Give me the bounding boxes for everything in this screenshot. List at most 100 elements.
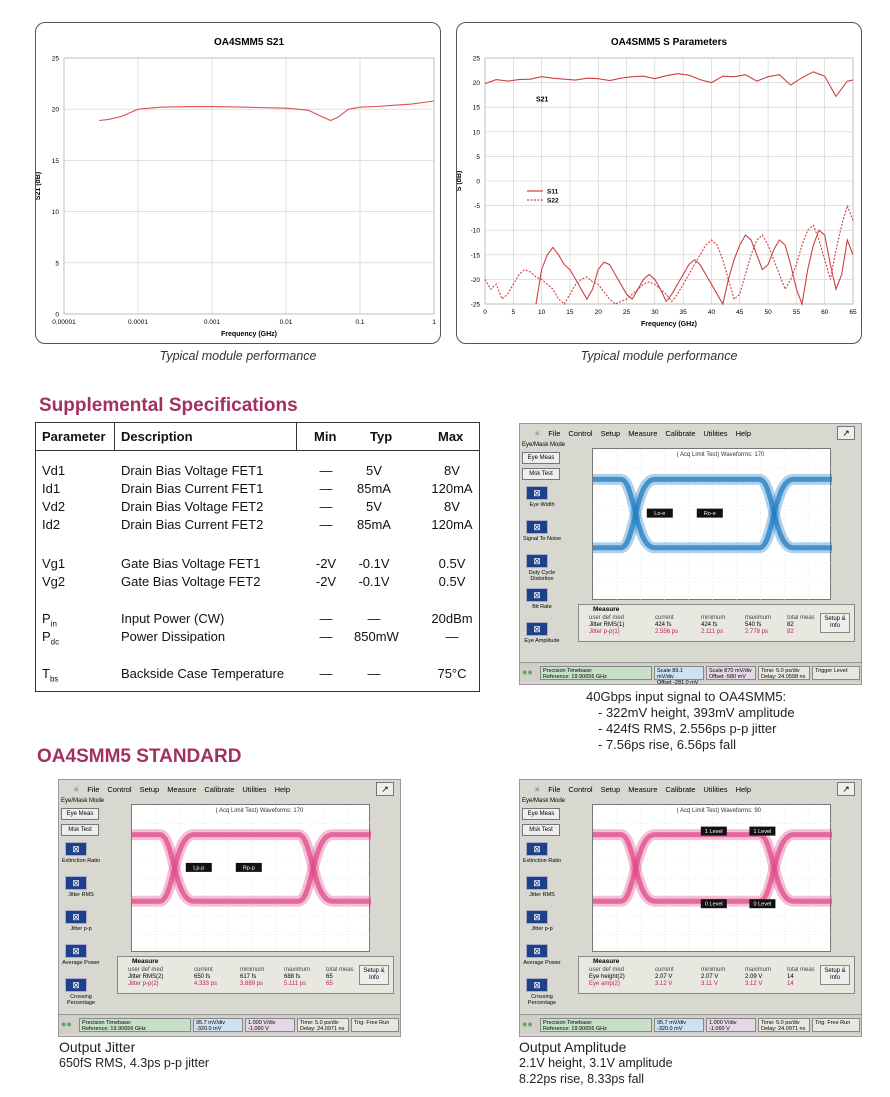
- measure-tool-icon[interactable]: ⊠: [526, 588, 548, 602]
- measure-value: 14: [787, 981, 794, 987]
- menu-setup[interactable]: Setup: [139, 784, 160, 794]
- menu-control[interactable]: Control: [107, 784, 132, 794]
- time-chip[interactable]: Time: 5.0 ps/div Delay: 24.0598 ns: [758, 666, 810, 680]
- spec-param: Vg1: [42, 556, 66, 571]
- setup-info-button[interactable]: Setup & Info: [820, 613, 850, 633]
- autoscale-icon[interactable]: ↗: [837, 426, 855, 440]
- menu-file[interactable]: File: [87, 784, 100, 794]
- measure-tool-icon[interactable]: ⊠: [526, 554, 548, 568]
- scope-display[interactable]: ( Acq Limit Test) Waveforms: 170 Lo-e Ro-e: [592, 448, 832, 601]
- measure-tool-icon[interactable]: ⊠: [65, 842, 87, 856]
- scope-menubar: ✳ File Control Setup Measure Calibrate Utiliti…: [520, 424, 861, 442]
- setup-info-button[interactable]: Setup & Info: [359, 965, 389, 985]
- channel-1-chip[interactable]: 95.7 mV/div -320.0 mV: [193, 1018, 243, 1032]
- scope-input-signal: ✳ File Control Setup Measure Calibrate Utiliti…: [519, 423, 862, 685]
- menu-calibrate[interactable]: Calibrate: [665, 428, 696, 438]
- trigger-chip[interactable]: Trig: Free Run: [351, 1018, 399, 1032]
- menu-file[interactable]: File: [548, 784, 561, 794]
- y-axis-label: S21 (dB): [36, 172, 42, 200]
- measure-tool-icon[interactable]: ⊠: [526, 876, 548, 890]
- autoscale-icon[interactable]: ↗: [376, 782, 394, 796]
- time-scale: Time: 5.0 ps/div: [300, 1020, 339, 1026]
- measure-tool-icon[interactable]: ⊠: [526, 486, 548, 500]
- spec-min: —: [319, 611, 333, 626]
- autoscale-icon[interactable]: ↗: [837, 782, 855, 796]
- channel-2-chip[interactable]: 1.000 V/div -1.060 V: [245, 1018, 295, 1032]
- measure-tab[interactable]: Measure: [593, 958, 620, 965]
- menu-help[interactable]: Help: [735, 784, 751, 794]
- marker-label: Lo-e: [654, 511, 665, 517]
- precision-timebase-chip[interactable]: Precision Timebase: Reference: 19.90656 G…: [540, 666, 652, 680]
- y-tick-label: 25: [473, 56, 481, 63]
- eye-meas-button[interactable]: Eye Meas: [522, 808, 560, 820]
- menu-measure[interactable]: Measure: [167, 784, 197, 794]
- scope-display[interactable]: ( Acq Limit Test) Waveforms: 170 Lp-p Rp-p: [131, 804, 371, 953]
- trigger-chip[interactable]: Trig: Free Run: [812, 1018, 860, 1032]
- scope-menubar: ✳ File Control Setup Measure Calibrate Utiliti…: [59, 780, 400, 798]
- menu-utilities[interactable]: Utilities: [703, 784, 728, 794]
- measure-value: 65: [326, 974, 333, 980]
- measure-tool-icon[interactable]: ⊠: [65, 910, 87, 924]
- measure-tab[interactable]: Measure: [593, 606, 620, 613]
- eye-meas-button[interactable]: Eye Meas: [61, 808, 99, 820]
- menu-file[interactable]: File: [548, 428, 561, 438]
- menu-utilities[interactable]: Utilities: [703, 428, 728, 438]
- measure-value: 2.111 ps: [701, 629, 724, 635]
- menu-calibrate[interactable]: Calibrate: [665, 784, 696, 794]
- msk-test-button[interactable]: Msk Test: [61, 824, 99, 836]
- channel-1-chip[interactable]: 95.7 mV/div -320.0 mV: [654, 1018, 704, 1032]
- measure-tab[interactable]: Measure: [132, 958, 159, 965]
- delay-value: Delay: 24.0971 ns: [761, 1026, 806, 1032]
- channel-1-scale: Scale 89.1 mV/div: [657, 668, 683, 680]
- time-chip[interactable]: Time: 5.0 ps/div Delay: 24.0971 ns: [758, 1018, 810, 1032]
- menu-measure[interactable]: Measure: [628, 784, 658, 794]
- delay-value: Delay: 24.0971 ns: [300, 1026, 345, 1032]
- marker-label: Rp-p: [243, 865, 255, 871]
- series-s21: [484, 71, 854, 98]
- measure-value: 82: [787, 622, 794, 628]
- y-axis-label: S (dB): [457, 171, 463, 192]
- measure-tool-icon[interactable]: ⊠: [526, 910, 548, 924]
- menu-help[interactable]: Help: [274, 784, 290, 794]
- menu-help[interactable]: Help: [735, 428, 751, 438]
- measure-tool-icon[interactable]: ⊠: [65, 944, 87, 958]
- measure-value: Jitter RMS(2): [128, 974, 164, 980]
- menu-control[interactable]: Control: [568, 428, 593, 438]
- menu-measure[interactable]: Measure: [628, 428, 658, 438]
- measure-tool-icon[interactable]: ⊠: [526, 944, 548, 958]
- channel-2-chip[interactable]: 1.000 V/div -1.060 V: [706, 1018, 756, 1032]
- marker-label: 1 Level: [754, 829, 772, 835]
- time-chip[interactable]: Time: 5.0 ps/div Delay: 24.0971 ns: [297, 1018, 349, 1032]
- msk-test-button[interactable]: Msk Test: [522, 824, 560, 836]
- scope-display[interactable]: ( Acq Limit Test) Waveforms: 90 1 Level 1 …: [592, 804, 832, 953]
- menu-setup[interactable]: Setup: [600, 784, 621, 794]
- marker-tag: [749, 826, 776, 836]
- measure-tool-icon[interactable]: ⊠: [65, 876, 87, 890]
- x-tick-label: 35: [680, 309, 688, 316]
- measure-value: 2.07 V: [655, 974, 673, 980]
- measure-tool-icon[interactable]: ⊠: [526, 842, 548, 856]
- x-axis-label: Frequency (GHz): [221, 331, 277, 338]
- channel-1-chip[interactable]: Scale 89.1 mV/div Offset -281.0 mV: [654, 666, 704, 684]
- measure-tool-icon[interactable]: ⊠: [65, 978, 87, 992]
- setup-info-button[interactable]: Setup & Info: [820, 965, 850, 985]
- trigger-label: Trig: Free Run: [354, 1020, 390, 1026]
- measure-tool-icon[interactable]: ⊠: [526, 978, 548, 992]
- precision-timebase-chip[interactable]: Precision Timebase: Reference: 19.90656 G…: [540, 1018, 652, 1032]
- msk-test-button[interactable]: Msk Test: [522, 468, 560, 480]
- measure-column-header: minimum: [701, 967, 726, 973]
- channel-2-chip[interactable]: Scale 870 mV/div Offset -580 mV: [706, 666, 756, 680]
- menu-utilities[interactable]: Utilities: [242, 784, 267, 794]
- menu-calibrate[interactable]: Calibrate: [204, 784, 235, 794]
- eye-meas-button[interactable]: Eye Meas: [522, 452, 560, 464]
- trigger-chip[interactable]: Trigger Level:: [812, 666, 860, 680]
- divider: [114, 423, 115, 451]
- menu-setup[interactable]: Setup: [600, 428, 621, 438]
- measure-value: 82: [787, 629, 794, 635]
- measure-tool-icon[interactable]: ⊠: [526, 622, 548, 636]
- channel-2-scale: 1.000 V/div: [248, 1020, 276, 1026]
- measure-tool-icon[interactable]: ⊠: [526, 520, 548, 534]
- menu-control[interactable]: Control: [568, 784, 593, 794]
- precision-timebase-chip[interactable]: Precision Timebase: Reference: 19.90656 G…: [79, 1018, 191, 1032]
